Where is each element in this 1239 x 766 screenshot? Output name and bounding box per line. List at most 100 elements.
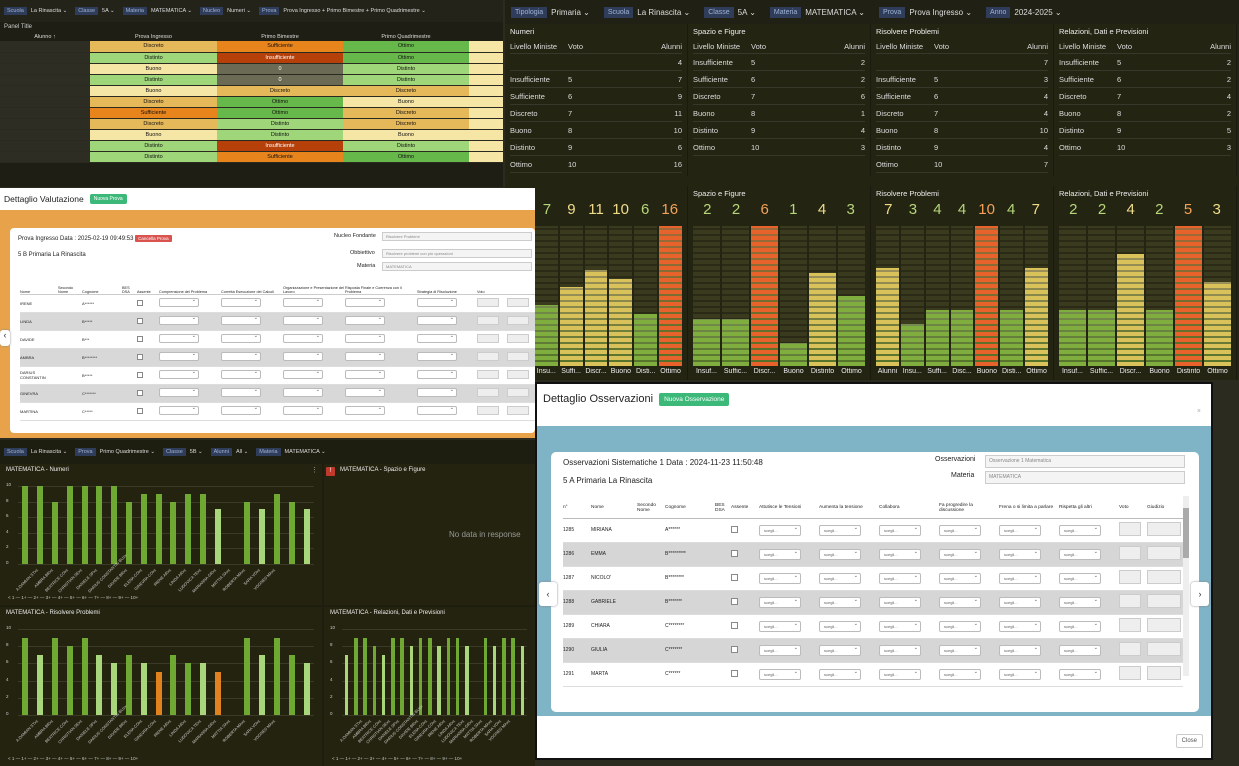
extra-field[interactable] bbox=[507, 298, 529, 307]
filter-dropdown[interactable]: 5B ⌄ bbox=[189, 449, 203, 455]
criterion-select[interactable] bbox=[345, 387, 385, 397]
criterion-select[interactable] bbox=[345, 297, 385, 307]
filter-dropdown[interactable]: All ⌄ bbox=[235, 449, 249, 455]
criterion-select[interactable] bbox=[221, 387, 261, 397]
close-x-icon[interactable]: × bbox=[1196, 408, 1201, 415]
behavior-select[interactable]: scegli... bbox=[759, 596, 801, 608]
giudizio-field[interactable] bbox=[1147, 546, 1181, 560]
prev-arrow-icon[interactable]: ‹ bbox=[539, 582, 557, 606]
absent-checkbox[interactable] bbox=[137, 371, 143, 378]
close-button[interactable]: Close bbox=[1175, 734, 1203, 748]
voto-field[interactable] bbox=[1119, 570, 1141, 584]
filter-dropdown[interactable]: La Rinascita ⌄ bbox=[30, 8, 68, 14]
filter-dropdown[interactable]: Primaria ⌄ bbox=[551, 7, 590, 17]
behavior-select[interactable]: scegli... bbox=[1059, 620, 1101, 632]
extra-field[interactable] bbox=[507, 388, 529, 397]
menu-dots-icon[interactable]: ⋮ bbox=[311, 467, 318, 474]
column-header[interactable]: Primo Quadrimestre bbox=[343, 32, 469, 41]
criterion-select[interactable] bbox=[345, 315, 385, 325]
criterion-select[interactable] bbox=[345, 333, 385, 343]
criterion-select[interactable] bbox=[417, 369, 457, 379]
criterion-select[interactable] bbox=[345, 369, 385, 379]
criterion-select[interactable] bbox=[221, 315, 261, 325]
behavior-select[interactable]: scegli... bbox=[759, 620, 801, 632]
materia-select[interactable]: MATEMATICA bbox=[985, 471, 1185, 484]
scrollbar[interactable] bbox=[1183, 496, 1189, 676]
behavior-select[interactable]: scegli... bbox=[819, 596, 861, 608]
behavior-select[interactable]: scegli... bbox=[939, 524, 981, 536]
behavior-select[interactable]: scegli... bbox=[759, 668, 801, 680]
criterion-select[interactable] bbox=[417, 297, 457, 307]
column-header[interactable]: Prova Ingresso bbox=[90, 32, 217, 41]
filter-dropdown[interactable]: Prova Ingresso + Primo Bimestre + Primo … bbox=[283, 8, 426, 14]
absent-checkbox[interactable] bbox=[731, 669, 738, 677]
obiettivo-select[interactable]: Risolvere problemi con più operazioni bbox=[382, 249, 532, 258]
behavior-select[interactable]: scegli... bbox=[999, 620, 1041, 632]
behavior-select[interactable]: scegli... bbox=[999, 524, 1041, 536]
absent-checkbox[interactable] bbox=[137, 335, 143, 342]
filter-dropdown[interactable]: Numeri ⌄ bbox=[227, 8, 252, 14]
voto-field[interactable] bbox=[1119, 546, 1141, 560]
behavior-select[interactable]: scegli... bbox=[819, 572, 861, 584]
absent-checkbox[interactable] bbox=[137, 317, 143, 324]
next-arrow-icon[interactable]: › bbox=[1191, 582, 1209, 606]
behavior-select[interactable]: scegli... bbox=[1059, 548, 1101, 560]
criterion-select[interactable] bbox=[159, 369, 199, 379]
behavior-select[interactable]: scegli... bbox=[999, 572, 1041, 584]
absent-checkbox[interactable] bbox=[137, 299, 143, 306]
behavior-select[interactable]: scegli... bbox=[939, 620, 981, 632]
behavior-select[interactable]: scegli... bbox=[999, 668, 1041, 680]
criterion-select[interactable] bbox=[345, 405, 385, 415]
extra-field[interactable] bbox=[507, 352, 529, 361]
behavior-select[interactable]: scegli... bbox=[939, 572, 981, 584]
behavior-select[interactable]: scegli... bbox=[1059, 524, 1101, 536]
behavior-select[interactable]: scegli... bbox=[759, 524, 801, 536]
criterion-select[interactable] bbox=[283, 369, 323, 379]
voto-field[interactable] bbox=[1119, 618, 1141, 632]
absent-checkbox[interactable] bbox=[731, 549, 738, 557]
criterion-select[interactable] bbox=[283, 351, 323, 361]
behavior-select[interactable]: scegli... bbox=[939, 548, 981, 560]
absent-checkbox[interactable] bbox=[731, 573, 738, 581]
absent-checkbox[interactable] bbox=[731, 645, 738, 653]
criterion-select[interactable] bbox=[283, 315, 323, 325]
filter-dropdown[interactable]: La Rinascita ⌄ bbox=[637, 7, 691, 17]
criterion-select[interactable] bbox=[159, 333, 199, 343]
behavior-select[interactable]: scegli... bbox=[1059, 572, 1101, 584]
voto-field[interactable] bbox=[477, 316, 499, 325]
absent-checkbox[interactable] bbox=[731, 597, 738, 605]
criterion-select[interactable] bbox=[417, 387, 457, 397]
criterion-select[interactable] bbox=[221, 369, 261, 379]
criterion-select[interactable] bbox=[283, 333, 323, 343]
criterion-select[interactable] bbox=[417, 351, 457, 361]
behavior-select[interactable]: scegli... bbox=[939, 596, 981, 608]
filter-dropdown[interactable]: 5A ⌄ bbox=[102, 8, 115, 14]
behavior-select[interactable]: scegli... bbox=[759, 572, 801, 584]
criterion-select[interactable] bbox=[417, 333, 457, 343]
voto-field[interactable] bbox=[477, 352, 499, 361]
behavior-select[interactable]: scegli... bbox=[1059, 596, 1101, 608]
criterion-select[interactable] bbox=[221, 297, 261, 307]
filter-dropdown[interactable]: La Rinascita ⌄ bbox=[30, 449, 68, 455]
filter-dropdown[interactable]: MATEMATICA ⌄ bbox=[805, 7, 866, 17]
behavior-select[interactable]: scegli... bbox=[819, 548, 861, 560]
criterion-select[interactable] bbox=[417, 315, 457, 325]
behavior-select[interactable]: scegli... bbox=[1059, 668, 1101, 680]
giudizio-field[interactable] bbox=[1147, 642, 1181, 656]
criterion-select[interactable] bbox=[159, 351, 199, 361]
voto-field[interactable] bbox=[477, 406, 499, 415]
extra-field[interactable] bbox=[507, 370, 529, 379]
giudizio-field[interactable] bbox=[1147, 666, 1181, 680]
giudizio-field[interactable] bbox=[1147, 522, 1181, 536]
giudizio-field[interactable] bbox=[1147, 594, 1181, 608]
criterion-select[interactable] bbox=[283, 297, 323, 307]
criterion-select[interactable] bbox=[283, 387, 323, 397]
absent-checkbox[interactable] bbox=[137, 389, 143, 396]
column-header[interactable]: Primo Bimestre bbox=[217, 32, 343, 41]
scrollbar-thumb[interactable] bbox=[1183, 508, 1189, 558]
behavior-select[interactable]: scegli... bbox=[999, 548, 1041, 560]
absent-checkbox[interactable] bbox=[137, 353, 143, 360]
osservazioni-select[interactable]: Osservazione 1 Matematica bbox=[985, 455, 1185, 468]
behavior-select[interactable]: scegli... bbox=[759, 644, 801, 656]
cancella-prova-button[interactable]: Cancella Prova bbox=[135, 235, 172, 242]
